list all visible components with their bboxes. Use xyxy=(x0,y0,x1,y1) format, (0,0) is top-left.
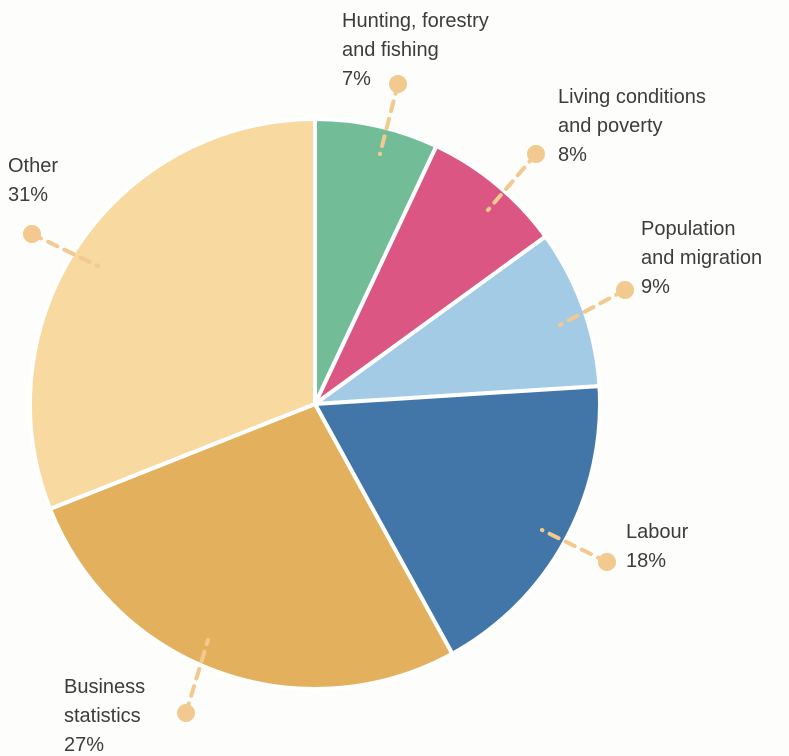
slice-label-1: Living conditions and poverty 8% xyxy=(558,86,706,166)
slice-value-3: 18% xyxy=(626,550,666,572)
slice-name-line-5-0: Other xyxy=(8,155,58,177)
leader-line-3 xyxy=(540,528,609,564)
leader-line-1 xyxy=(486,152,538,212)
leader-dot-3 xyxy=(598,553,616,571)
slice-value-1: 8% xyxy=(558,144,587,166)
slice-name-line-1-1: and poverty xyxy=(558,115,663,137)
leader-line-0 xyxy=(378,82,400,156)
slice-value-2: 9% xyxy=(641,276,670,298)
slice-name-line-3-0: Labour xyxy=(626,521,689,543)
leader-dot-5 xyxy=(23,225,41,243)
leader-line-5 xyxy=(30,232,100,268)
slice-name-line-4-1: statistics xyxy=(64,705,141,727)
slice-label-2: Population and migration 9% xyxy=(641,218,762,298)
leader-dot-4 xyxy=(177,704,195,722)
slice-value-5: 31% xyxy=(8,184,48,206)
slice-label-0: Hunting, forestry and fishing 7% xyxy=(342,10,489,90)
slice-value-0: 7% xyxy=(342,68,371,90)
slice-labels: Hunting, forestry and fishing 7% Living con… xyxy=(8,10,762,756)
slice-value-4: 27% xyxy=(64,734,104,756)
slice-name-line-0-0: Hunting, forestry xyxy=(342,10,489,32)
pie-slice-4 xyxy=(48,402,455,691)
leader-dot-2 xyxy=(616,281,634,299)
leader-dot-0 xyxy=(389,75,407,93)
pie-slices xyxy=(28,117,602,691)
slice-name-line-2-0: Population xyxy=(641,218,736,240)
slice-label-4: Business statistics 27% xyxy=(64,676,145,756)
leader-dot-1 xyxy=(527,145,545,163)
pie-slice-5 xyxy=(28,117,317,511)
slice-name-line-0-1: and fishing xyxy=(342,39,439,61)
pie-slice-2 xyxy=(313,234,602,406)
pie-slice-0 xyxy=(313,117,439,406)
slice-name-line-4-0: Business xyxy=(64,676,145,698)
leader-line-2 xyxy=(558,288,627,327)
slice-label-3: Labour 18% xyxy=(626,521,689,572)
slice-label-5: Other 31% xyxy=(8,155,58,206)
slice-name-line-2-1: and migration xyxy=(641,247,762,269)
leader-lines xyxy=(23,75,634,722)
leader-line-4 xyxy=(184,638,210,715)
slice-name-line-1-0: Living conditions xyxy=(558,86,706,108)
